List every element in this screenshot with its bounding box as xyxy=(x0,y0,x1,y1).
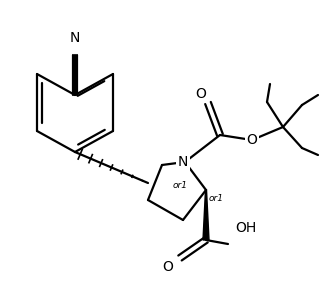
Text: or1: or1 xyxy=(173,181,188,191)
Text: N: N xyxy=(178,155,188,169)
Text: OH: OH xyxy=(235,221,256,235)
Text: N: N xyxy=(70,31,80,45)
Text: or1: or1 xyxy=(209,194,224,203)
Text: O: O xyxy=(162,260,173,274)
Text: O: O xyxy=(246,133,258,147)
Polygon shape xyxy=(203,190,209,240)
Text: O: O xyxy=(195,87,206,101)
